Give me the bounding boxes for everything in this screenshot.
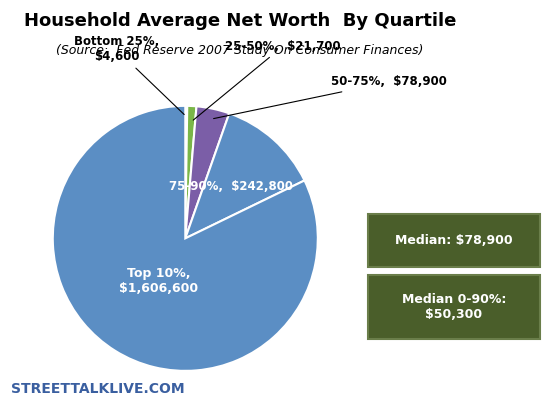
Text: 50-75%,  $78,900: 50-75%, $78,900: [214, 76, 447, 119]
Wedge shape: [185, 106, 229, 238]
Wedge shape: [53, 106, 318, 371]
Text: Median 0-90%:
$50,300: Median 0-90%: $50,300: [402, 293, 506, 321]
Wedge shape: [185, 106, 197, 238]
Text: STREETTALKLIVE.COM: STREETTALKLIVE.COM: [11, 382, 185, 396]
Wedge shape: [185, 114, 305, 238]
Text: Bottom 25%,
$4,600: Bottom 25%, $4,600: [74, 36, 184, 114]
Text: 25-50%,  $21,700: 25-50%, $21,700: [193, 40, 341, 120]
Wedge shape: [185, 106, 187, 238]
Text: Top 10%,
$1,606,600: Top 10%, $1,606,600: [119, 267, 198, 295]
Text: Household Average Net Worth  By Quartile: Household Average Net Worth By Quartile: [23, 12, 456, 30]
Text: (Source:  Fed Reserve 2007 Study On Consumer Finances): (Source: Fed Reserve 2007 Study On Consu…: [56, 44, 423, 57]
Text: Median: $78,900: Median: $78,900: [395, 234, 512, 247]
Text: 75-90%,  $242,800: 75-90%, $242,800: [169, 181, 293, 194]
